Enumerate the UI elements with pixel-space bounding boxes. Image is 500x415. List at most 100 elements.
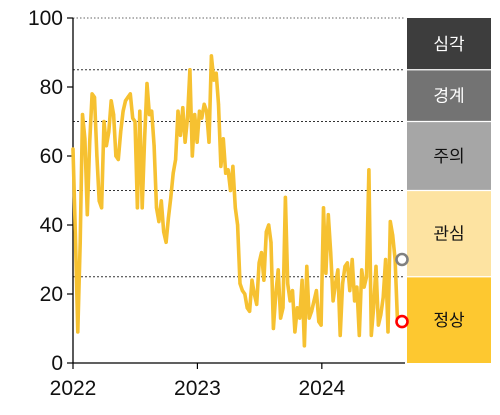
data-point-52 xyxy=(195,140,199,144)
data-point-92 xyxy=(290,289,295,293)
data-point-48 xyxy=(185,116,190,120)
data-point-105 xyxy=(321,206,326,210)
data-point-17 xyxy=(112,113,116,117)
data-point-61 xyxy=(216,102,221,106)
data-point-6 xyxy=(85,213,89,217)
data-point-34 xyxy=(152,144,156,148)
y-tick-label-20: 20 xyxy=(40,283,63,306)
data-point-113 xyxy=(341,282,345,286)
data-point-46 xyxy=(181,106,185,110)
data-point-79 xyxy=(259,251,264,255)
data-point-102 xyxy=(314,289,318,293)
data-point-83 xyxy=(269,240,273,244)
data-point-26 xyxy=(133,119,137,124)
data-point-112 xyxy=(338,333,342,337)
x-tick-label-1: 2023 xyxy=(174,377,221,400)
data-point-12 xyxy=(100,206,104,210)
data-point-36 xyxy=(157,220,161,224)
data-point-122 xyxy=(362,285,366,289)
data-point-29 xyxy=(140,206,144,210)
risk-band-label-4: 정상 xyxy=(433,311,465,331)
y-tick-label-100: 100 xyxy=(28,7,63,30)
data-point-33 xyxy=(150,109,154,113)
data-point-56 xyxy=(205,109,209,113)
data-point-13 xyxy=(102,119,106,124)
data-point-58 xyxy=(209,54,213,58)
data-point-38 xyxy=(162,230,166,234)
data-point-16 xyxy=(109,99,113,103)
risk-band-1 xyxy=(407,69,491,122)
data-point-42 xyxy=(171,171,175,175)
data-point-7 xyxy=(88,140,92,144)
data-point-94 xyxy=(295,306,299,310)
data-point-118 xyxy=(353,299,357,303)
data-point-28 xyxy=(138,109,142,113)
data-point-70 xyxy=(238,282,242,286)
data-point-128 xyxy=(376,323,380,327)
data-point-57 xyxy=(207,140,211,144)
data-point-89 xyxy=(283,195,287,199)
data-point-23 xyxy=(126,95,130,99)
data-point-39 xyxy=(164,240,168,244)
data-point-80 xyxy=(262,278,266,282)
data-point-59 xyxy=(212,78,216,82)
data-point-30 xyxy=(143,137,147,141)
data-point-44 xyxy=(176,109,180,113)
data-point-99 xyxy=(307,316,311,320)
data-point-31 xyxy=(145,81,149,86)
data-point-24 xyxy=(128,92,132,96)
data-point-127 xyxy=(374,264,378,268)
data-point-50 xyxy=(190,154,194,158)
data-point-96 xyxy=(300,278,304,282)
risk-band-3 xyxy=(407,190,491,277)
latest-marker-0 xyxy=(395,252,409,267)
data-point-63 xyxy=(221,137,225,141)
data-point-37 xyxy=(159,199,163,203)
data-point-106 xyxy=(324,271,328,275)
data-point-11 xyxy=(97,199,101,203)
latest-markers xyxy=(395,252,409,329)
y-tick-label-0: 0 xyxy=(51,352,63,375)
y-tick-label-60: 60 xyxy=(40,145,63,168)
data-point-81 xyxy=(264,230,268,234)
data-point-76 xyxy=(252,292,256,296)
data-point-108 xyxy=(329,251,333,255)
data-point-100 xyxy=(310,309,314,313)
risk-band-label-0: 심각 xyxy=(433,35,465,55)
y-tick-label-40: 40 xyxy=(40,214,63,237)
axis-tick-labels: 0 20 40 60 80 100 2022 2023 2024 xyxy=(28,7,346,400)
data-point-110 xyxy=(333,282,338,286)
data-point-9 xyxy=(92,95,97,99)
data-point-116 xyxy=(348,289,352,293)
data-point-43 xyxy=(174,157,178,162)
y-tick-label-80: 80 xyxy=(40,76,63,99)
data-point-103 xyxy=(317,320,321,324)
data-point-124 xyxy=(367,168,371,172)
data-point-40 xyxy=(166,216,170,220)
index-series xyxy=(71,54,400,348)
data-point-101 xyxy=(312,299,316,303)
data-point-117 xyxy=(350,257,354,262)
data-point-130 xyxy=(381,295,385,299)
risk-band-label-1: 경계 xyxy=(433,87,464,107)
data-point-10 xyxy=(95,154,99,158)
data-point-27 xyxy=(135,206,139,210)
data-point-111 xyxy=(336,268,340,272)
risk-band-2 xyxy=(407,121,491,191)
data-point-119 xyxy=(355,285,359,289)
data-point-67 xyxy=(231,164,235,168)
data-point-91 xyxy=(288,299,292,303)
data-point-71 xyxy=(240,289,244,293)
data-point-19 xyxy=(116,157,120,162)
data-point-51 xyxy=(193,113,197,117)
data-point-131 xyxy=(384,257,388,262)
data-point-77 xyxy=(255,302,259,306)
data-point-78 xyxy=(257,261,261,265)
data-point-87 xyxy=(279,316,283,320)
data-point-66 xyxy=(228,188,233,193)
data-point-85 xyxy=(274,292,278,296)
data-point-121 xyxy=(360,268,364,272)
data-point-126 xyxy=(372,306,376,310)
data-point-35 xyxy=(154,206,159,210)
